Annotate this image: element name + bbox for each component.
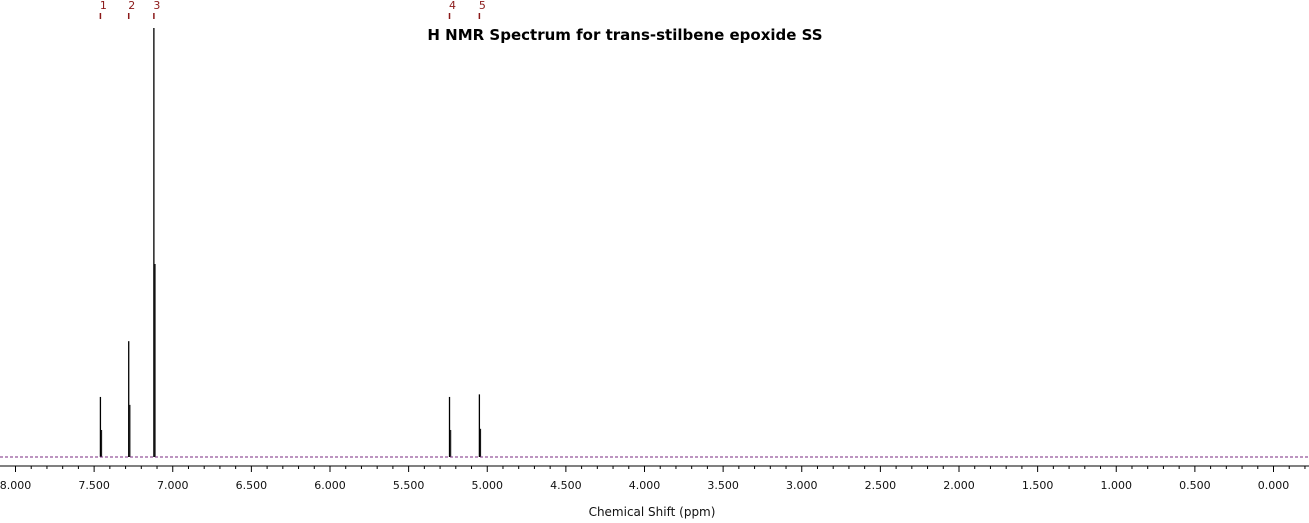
x-tick-label: 5.500 [393, 479, 425, 492]
x-tick-label: 1.000 [1101, 479, 1133, 492]
x-tick-label: 1.500 [1022, 479, 1054, 492]
x-axis-ticks: 8.000 7.500 7.000 6.500 6.000 5.500 5.000 4.500… [0, 466, 1306, 492]
spectrum-peaks [99, 28, 482, 457]
x-tick-label: 4.000 [629, 479, 661, 492]
x-tick-label: 7.000 [157, 479, 189, 492]
x-tick-label: 0.000 [1258, 479, 1290, 492]
x-tick-label: 0.500 [1179, 479, 1211, 492]
x-tick-label: 3.000 [786, 479, 818, 492]
x-tick-label: 8.000 [0, 479, 31, 492]
x-tick-label: 2.000 [943, 479, 975, 492]
peak-markers: 1 2 3 4 5 [99, 0, 486, 19]
x-tick-label: 5.000 [472, 479, 504, 492]
peak-marker-label: 4 [449, 0, 456, 12]
peak-marker-label: 1 [100, 0, 107, 12]
peak-marker-label: 3 [153, 0, 160, 12]
x-axis-title: Chemical Shift (ppm) [589, 505, 716, 519]
x-tick-label: 7.500 [78, 479, 110, 492]
x-tick-label: 6.000 [314, 479, 346, 492]
x-tick-label: 2.500 [865, 479, 897, 492]
x-tick-label: 4.500 [550, 479, 582, 492]
chart-title: H NMR Spectrum for trans-stilbene epoxid… [427, 26, 822, 44]
peak-marker-label: 5 [479, 0, 486, 12]
x-tick-label: 3.500 [707, 479, 739, 492]
peak-marker-label: 2 [128, 0, 135, 12]
x-tick-label: 6.500 [236, 479, 268, 492]
